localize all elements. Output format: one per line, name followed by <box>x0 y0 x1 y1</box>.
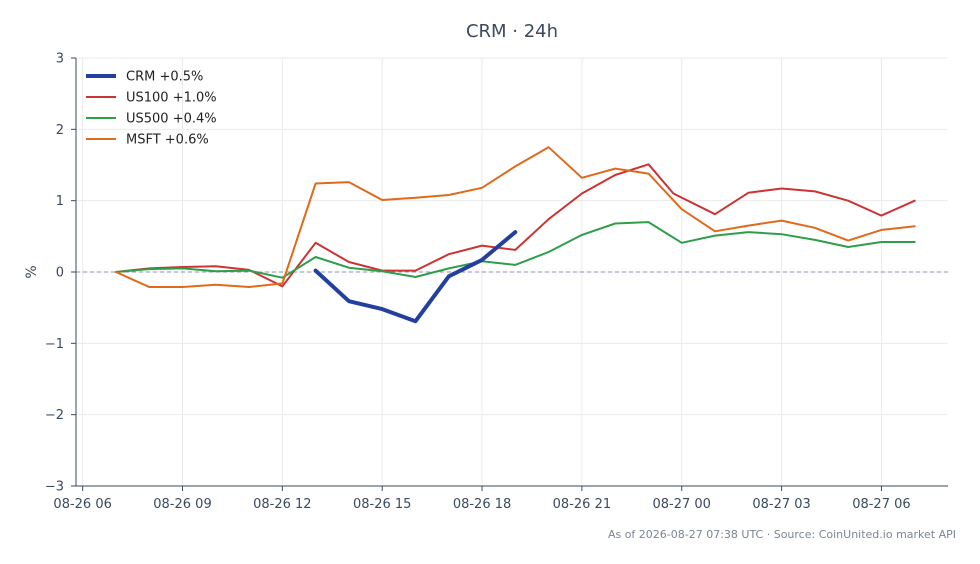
chart-title: CRM · 24h <box>466 21 558 42</box>
y-tick-label: 0 <box>56 266 64 281</box>
x-tick-label: 08-26 18 <box>453 497 511 512</box>
x-tick-label: 08-26 15 <box>353 497 411 512</box>
y-axis-label: % <box>24 265 40 278</box>
x-tick-label: 08-26 12 <box>253 497 311 512</box>
y-tick-label: −3 <box>45 480 64 495</box>
axes <box>71 57 948 491</box>
series-lines <box>114 146 916 324</box>
x-tick-label: 08-26 09 <box>153 497 211 512</box>
legend-label-us100: US100 +1.0% <box>126 91 217 106</box>
x-tick-label: 08-26 06 <box>53 497 111 512</box>
legend-label-us500: US500 +0.4% <box>126 112 217 127</box>
y-tick-label: 2 <box>56 123 64 138</box>
y-tick-label: 1 <box>56 194 64 209</box>
x-tick-label: 08-27 03 <box>752 497 810 512</box>
tick-labels: −3 −2 −1 0 1 2 3 08-26 06 08-26 09 08-26 12 08-26 … <box>45 52 911 513</box>
x-tick-label: 08-26 21 <box>553 497 611 512</box>
footer-source-note: As of 2026-08-27 07:38 UTC · Source: Coi… <box>608 528 956 541</box>
x-tick-label: 08-27 00 <box>653 497 711 512</box>
legend: CRM +0.5% US100 +1.0% US500 +0.4% MSFT +0.6… <box>86 70 217 148</box>
series-line-msft <box>114 146 916 288</box>
series-line-us500 <box>114 221 916 279</box>
legend-label-crm: CRM +0.5% <box>126 70 203 85</box>
y-tick-label: −1 <box>45 337 64 352</box>
x-tick-label: 08-27 06 <box>852 497 910 512</box>
legend-label-msft: MSFT +0.6% <box>126 133 209 148</box>
series-line-us100 <box>114 163 916 288</box>
y-tick-label: 3 <box>56 52 64 67</box>
series-line-crm <box>313 230 518 324</box>
y-tick-label: −2 <box>45 408 64 423</box>
